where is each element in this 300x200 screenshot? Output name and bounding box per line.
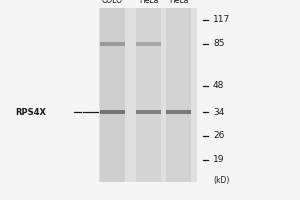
Bar [100,110,125,114]
Bar [136,8,161,182]
Bar [99,8,196,182]
Bar [100,8,125,182]
Bar [166,8,191,182]
Text: 117: 117 [213,16,230,24]
Bar [136,42,161,46]
Text: HeLa: HeLa [169,0,188,5]
Text: (kD): (kD) [213,176,230,184]
Bar [100,42,125,46]
Text: 48: 48 [213,81,224,90]
Bar [136,110,161,114]
Text: COLO: COLO [102,0,123,5]
Text: 19: 19 [213,156,224,164]
Text: 85: 85 [213,40,224,48]
Text: RPS4X: RPS4X [16,108,46,116]
Text: HeLa: HeLa [139,0,158,5]
Text: 26: 26 [213,132,224,140]
Text: 34: 34 [213,108,224,116]
Bar [166,110,191,114]
